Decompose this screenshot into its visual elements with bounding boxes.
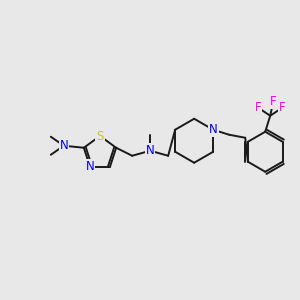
Text: F: F — [255, 101, 262, 114]
Text: N: N — [59, 139, 68, 152]
Text: N: N — [85, 160, 94, 173]
Text: N: N — [146, 144, 154, 157]
Text: F: F — [270, 95, 277, 108]
Text: F: F — [279, 101, 286, 114]
Text: N: N — [209, 123, 218, 136]
Text: S: S — [96, 130, 104, 142]
